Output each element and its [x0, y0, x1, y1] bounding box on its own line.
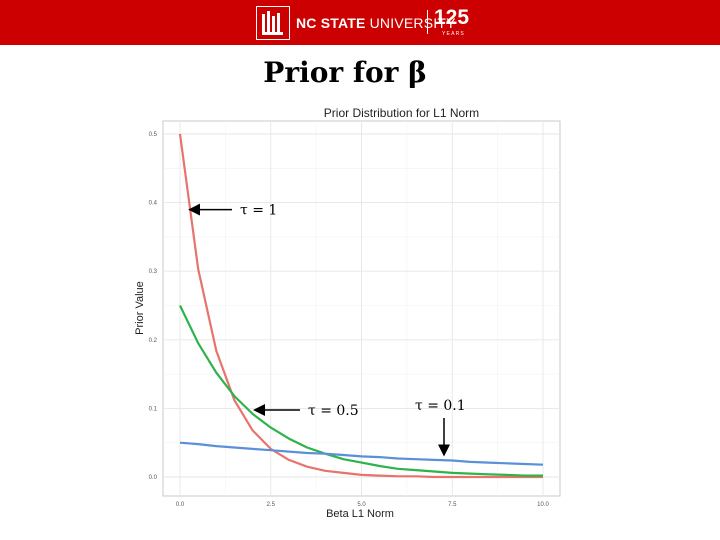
x-tick-label: 10.0 — [537, 502, 549, 508]
logo-anniversary-number: 125 — [434, 6, 470, 29]
chart-title: Prior Distribution for L1 Norm — [324, 106, 479, 120]
brick-logo-icon — [256, 6, 290, 40]
logo-years-label: YEARS — [442, 31, 465, 37]
x-tick-label: 2.5 — [267, 502, 276, 508]
series-line-1 — [178, 133, 543, 479]
series-line-2 — [179, 305, 543, 477]
x-tick-label: 7.5 — [448, 502, 457, 508]
y-tick-label: 0.1 — [149, 406, 158, 412]
header-banner: NC STATE UNIVERSITY 125 YEARS — [0, 0, 720, 45]
y-axis-label: Prior Value — [134, 281, 146, 335]
annotation-tau-1: τ = 1 — [240, 203, 277, 219]
y-tick-label: 0.5 — [149, 132, 158, 138]
university-logo[interactable]: NC STATE UNIVERSITY 125 YEARS — [256, 6, 470, 40]
series-line-3 — [179, 441, 544, 466]
x-tick-label: 5.0 — [357, 502, 366, 508]
x-axis-label: Beta L1 Norm — [326, 508, 394, 520]
y-tick-label: 0.4 — [149, 201, 158, 207]
y-tick-label: 0.0 — [149, 475, 158, 481]
y-tick-label: 0.2 — [149, 338, 158, 344]
annotation-tau-05: τ = 0.5 — [308, 403, 359, 419]
y-tick-label: 0.3 — [149, 269, 158, 275]
logo-name-regular: UNIVERSITY — [365, 15, 456, 31]
annotation-tau-01: τ = 0.1 — [415, 398, 466, 414]
slide-title: Prior for β — [263, 56, 427, 89]
logo-divider — [427, 10, 428, 34]
university-name: NC STATE UNIVERSITY — [296, 15, 456, 31]
logo-name-bold: NC STATE — [296, 15, 366, 31]
x-tick-label: 0.0 — [176, 502, 185, 508]
